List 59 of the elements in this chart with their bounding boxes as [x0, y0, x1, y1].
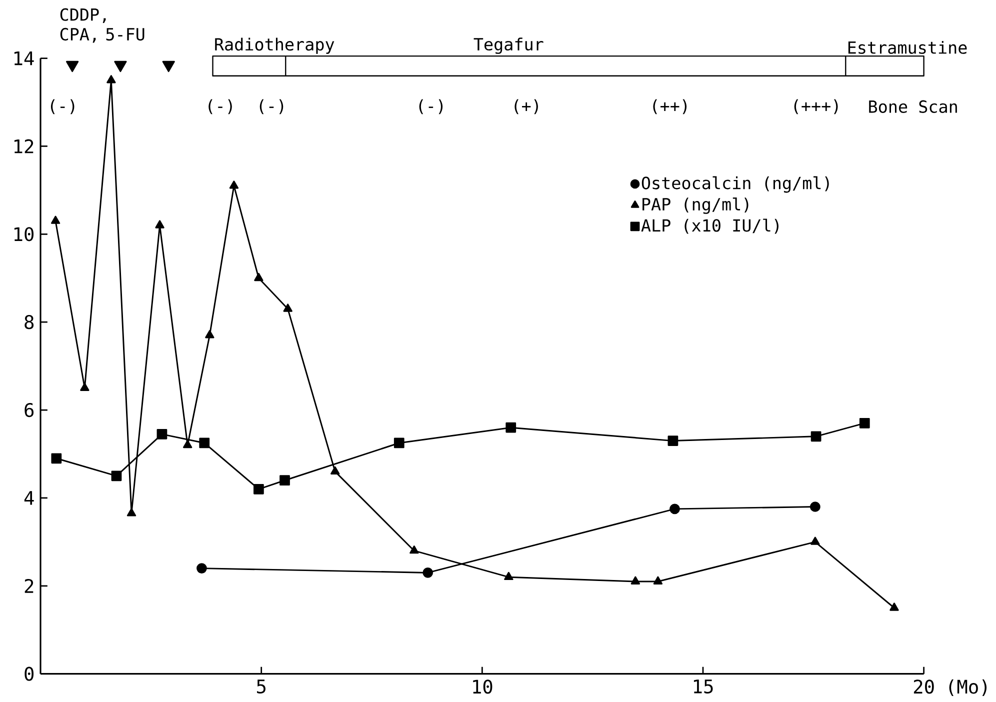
y-tick-label: 10	[14, 227, 34, 242]
x-tick-label: 5	[257, 680, 266, 694]
point	[670, 504, 680, 514]
legend-label: PAP (ng/ml)	[642, 198, 748, 214]
point	[114, 61, 127, 72]
point	[254, 273, 264, 282]
text: CDDP, CPA, 5-FU	[60, 8, 144, 43]
point	[668, 436, 678, 446]
point	[80, 383, 90, 392]
point	[410, 546, 419, 554]
annotation: (-)	[260, 99, 284, 114]
y-tick-label: 2	[24, 579, 34, 594]
annotation: (-)	[208, 99, 232, 114]
text: Estramustine	[848, 41, 967, 54]
annotation: (+)	[514, 99, 538, 114]
point	[254, 484, 264, 495]
point	[280, 475, 290, 486]
annotation: (++)	[653, 99, 687, 114]
point	[810, 536, 820, 546]
point	[422, 568, 434, 578]
text: Tegafur	[474, 38, 544, 54]
legend-label: Osteocalcin (ng/ml)	[642, 176, 829, 193]
point	[66, 61, 79, 72]
y-tick-label: 4	[24, 491, 34, 505]
point	[653, 576, 663, 585]
annotation: (-)	[50, 99, 74, 114]
point	[205, 330, 214, 338]
point	[199, 438, 210, 448]
point	[182, 440, 192, 448]
x-tick-label: 20	[914, 680, 934, 694]
point	[859, 418, 870, 429]
point	[51, 453, 62, 464]
y-tick-label: 0	[24, 666, 34, 682]
point	[810, 431, 822, 442]
point	[196, 563, 207, 574]
y-tick-label: 12	[14, 140, 34, 154]
point	[330, 466, 340, 475]
point	[810, 502, 820, 512]
point	[162, 61, 175, 72]
point	[111, 471, 122, 482]
point	[890, 602, 899, 612]
x-axis-title: (Mo)	[949, 680, 987, 696]
point	[156, 429, 168, 440]
annotation: (+++)	[794, 99, 838, 114]
y-tick-label: 8	[24, 315, 34, 330]
point	[126, 508, 136, 517]
point	[630, 576, 640, 585]
point	[283, 304, 292, 312]
y-tick-label: 14	[14, 52, 34, 66]
point	[394, 438, 404, 448]
text: Radiotherapy	[215, 38, 334, 54]
point	[506, 422, 516, 434]
x-tick-label: 15	[694, 680, 713, 694]
y-tick-label: 6	[24, 403, 34, 418]
x-tick-label: 10	[473, 680, 492, 694]
legend-label: ALP (x10 IU/l)	[641, 218, 778, 234]
annotation: Bone Scan	[869, 100, 957, 114]
annotation: (-)	[419, 99, 443, 114]
point	[504, 572, 514, 580]
